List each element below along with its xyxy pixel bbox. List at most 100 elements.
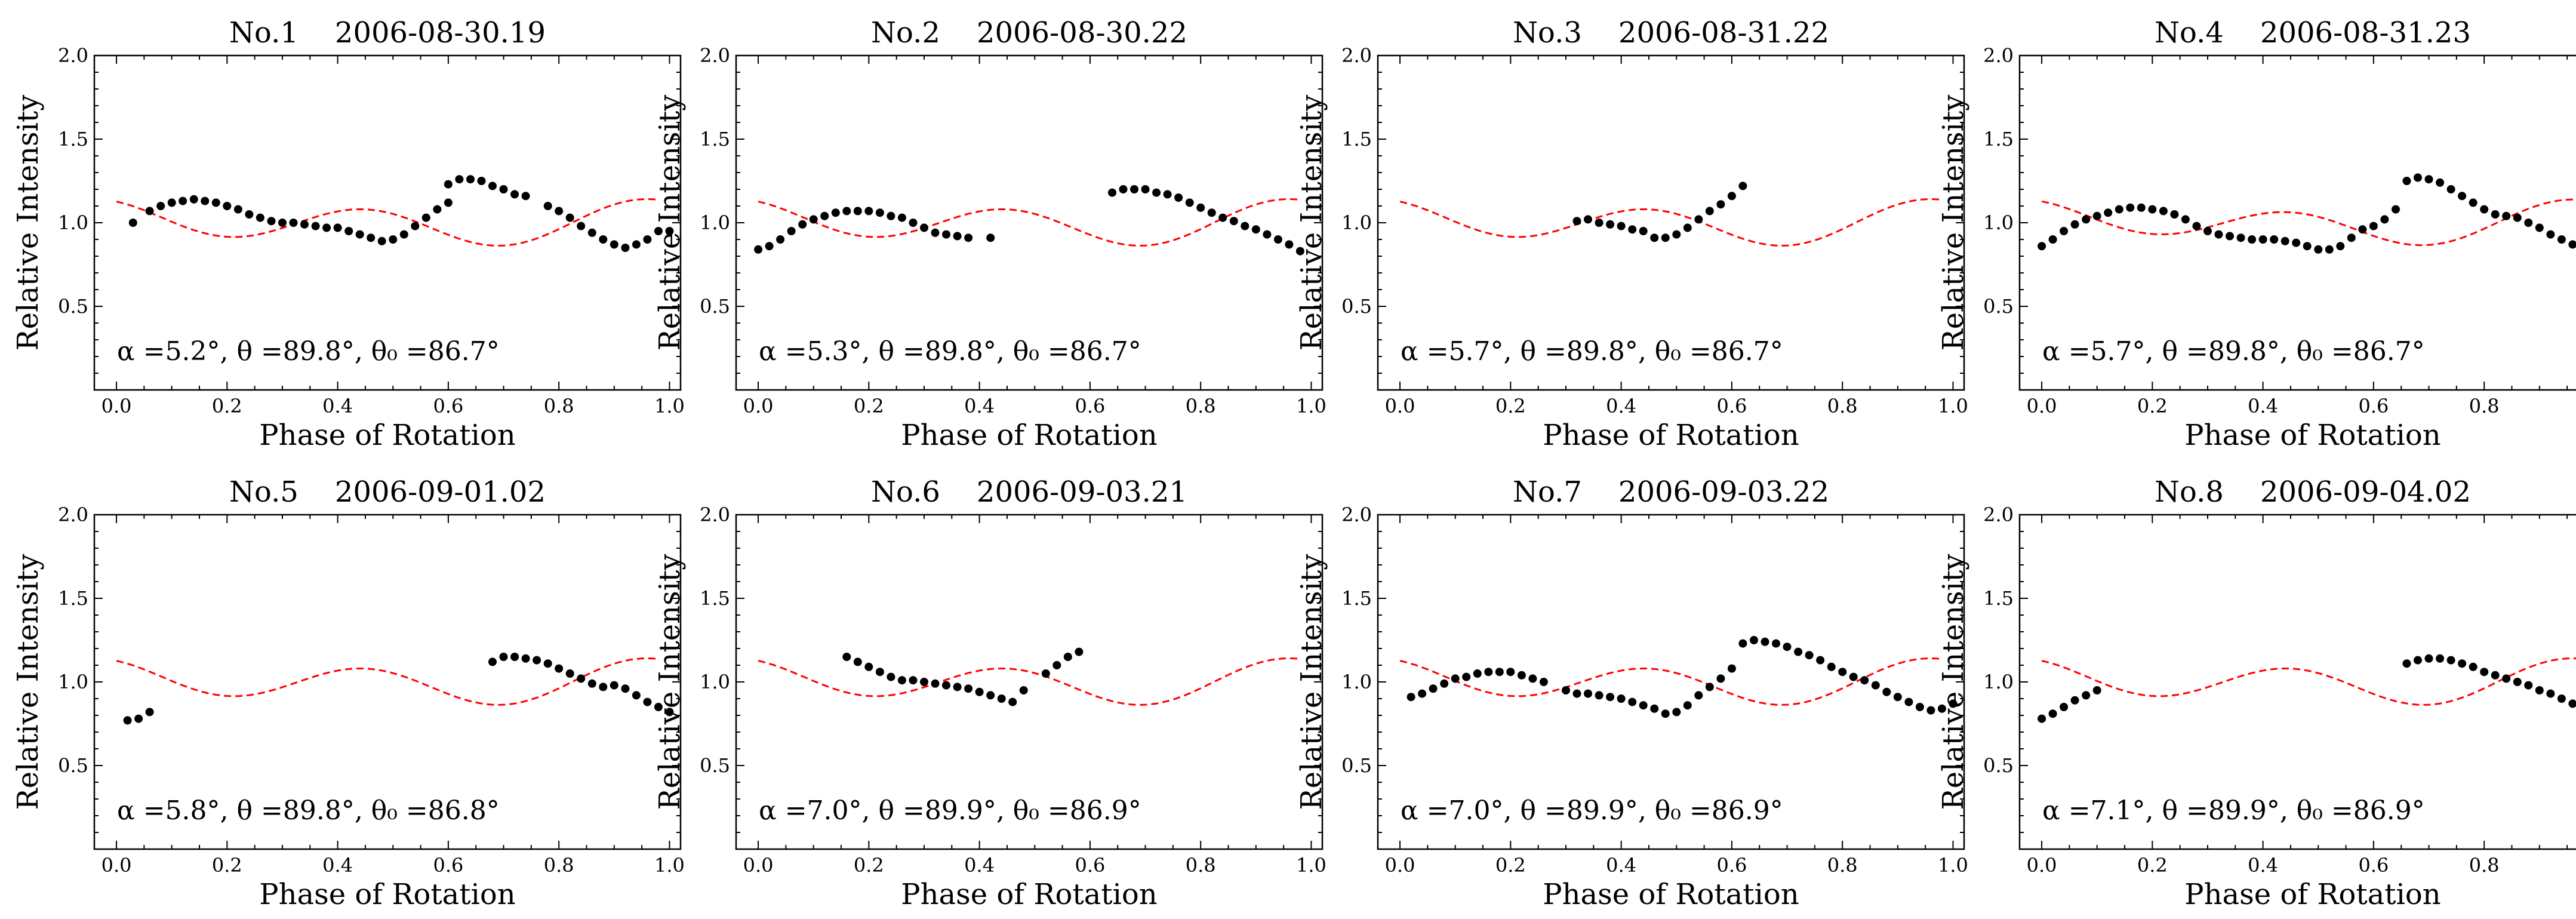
panel-1: No.1 2006-08-30.19 0.0 0.2 0.4 0.6 0.8 1.0 0.5 1… [11, 16, 685, 452]
data-point [975, 687, 984, 696]
y-tick-label: 0.5 [1341, 754, 1372, 777]
data-point [223, 202, 232, 210]
data-point [587, 679, 596, 688]
data-point [2436, 654, 2445, 663]
panel-title: No.4 2006-08-31.23 [2155, 16, 2471, 50]
data-point [128, 219, 137, 227]
x-tick-label: 0.4 [2248, 854, 2278, 877]
data-point [543, 659, 552, 668]
data-point [1683, 701, 1692, 710]
data-point [2347, 233, 2356, 242]
data-point [920, 678, 928, 686]
data-point [245, 210, 254, 219]
data-point [1871, 681, 1880, 690]
data-point [997, 694, 1006, 703]
x-tick-label: 0.2 [854, 854, 884, 877]
data-point [909, 676, 918, 685]
panel-annotation: α =5.7°, θ =89.8°, θ₀ =86.7° [1401, 336, 1783, 367]
data-point [2502, 211, 2511, 220]
x-tick-label: 0.6 [1716, 395, 1747, 417]
data-point [2436, 178, 2445, 187]
data-point [355, 230, 364, 239]
data-point [1617, 694, 1626, 703]
data-point [1738, 639, 1747, 648]
data-point [2082, 215, 2091, 224]
data-point [820, 211, 829, 220]
panel-title: No.8 2006-09-04.02 [2155, 475, 2471, 509]
data-point [444, 198, 453, 207]
data-point [1241, 222, 1249, 230]
data-point [1628, 697, 1637, 706]
panel-title: No.6 2006-09-03.21 [871, 475, 1187, 509]
data-point [2126, 203, 2135, 212]
panel-3: No.3 2006-08-31.22 0.0 0.2 0.4 0.6 0.8 1.0 0.5 1… [1295, 16, 1968, 452]
y-axis-label: Relative Intensity [1937, 554, 1970, 810]
model-curve [758, 657, 1301, 706]
y-tick-label: 2.0 [1341, 44, 1372, 67]
data-point [1639, 227, 1648, 235]
x-tick-label: 0.0 [2027, 854, 2057, 877]
data-point [2325, 245, 2334, 254]
data-point [632, 240, 641, 249]
y-axis-label: Relative Intensity [1295, 554, 1328, 810]
data-point [256, 213, 264, 222]
data-point [1816, 656, 1825, 665]
data-point [123, 716, 132, 725]
data-point [1473, 669, 1482, 678]
x-tick-label: 1.0 [1938, 395, 1968, 417]
data-point [167, 198, 176, 207]
data-point [1705, 207, 1714, 216]
x-axis-label: Phase of Rotation [1543, 878, 1799, 911]
data-point [1672, 708, 1681, 717]
data-point [2414, 656, 2422, 665]
data-point [2369, 222, 2378, 230]
data-point [367, 233, 376, 242]
y-tick-label: 0.5 [58, 295, 88, 318]
data-point [510, 653, 519, 661]
data-point [1163, 190, 1172, 199]
data-point [2236, 233, 2245, 242]
data-point [2070, 696, 2079, 705]
data-point [986, 233, 995, 242]
y-axis-label: Relative Intensity [653, 554, 687, 810]
x-tick-label: 0.0 [743, 395, 774, 417]
data-point [178, 196, 187, 205]
data-point [555, 207, 564, 216]
data-point [1506, 668, 1515, 677]
x-tick-label: 1.0 [1938, 854, 1968, 877]
data-point [632, 691, 641, 700]
data-point [1650, 704, 1659, 713]
data-point [2480, 668, 2489, 677]
data-point [577, 222, 586, 230]
panel-annotation: α =5.3°, θ =89.8°, θ₀ =86.7° [759, 336, 1141, 367]
data-point [1849, 672, 1858, 681]
data-point [1794, 647, 1803, 656]
data-point [1661, 709, 1670, 718]
data-point [2048, 709, 2057, 718]
data-point [986, 691, 995, 700]
data-point [1904, 697, 1913, 706]
y-axis-label: Relative Intensity [11, 554, 45, 810]
panel-title: No.3 2006-08-31.22 [1513, 16, 1829, 50]
x-tick-label: 0.4 [1606, 395, 1636, 417]
data-point [311, 222, 320, 230]
data-point [399, 230, 408, 239]
data-point [466, 175, 475, 184]
data-point [2270, 235, 2279, 244]
x-tick-label: 0.6 [433, 854, 463, 877]
data-point [864, 662, 873, 671]
data-point [1141, 185, 1150, 193]
data-point [1517, 671, 1526, 680]
data-point [853, 207, 862, 216]
x-axis-label: Phase of Rotation [2184, 878, 2440, 911]
data-point [587, 228, 596, 237]
x-tick-label: 1.0 [654, 395, 685, 417]
panel-annotation: α =5.8°, θ =89.8°, θ₀ =86.8° [117, 795, 500, 826]
data-point [2092, 211, 2101, 220]
data-point [2092, 686, 2101, 694]
x-tick-label: 0.2 [854, 395, 884, 417]
data-point [1418, 689, 1427, 698]
data-point [533, 656, 541, 665]
data-point [2402, 177, 2411, 185]
data-point [1196, 203, 1205, 212]
